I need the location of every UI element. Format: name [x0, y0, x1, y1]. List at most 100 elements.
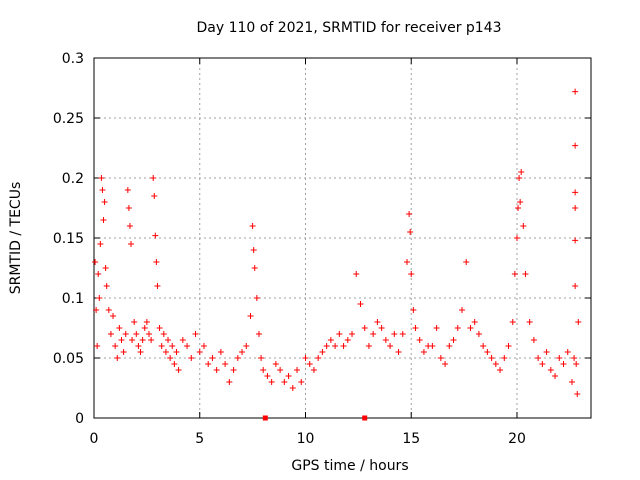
data-point: [100, 217, 107, 223]
y-tick-label: 0.1: [62, 291, 84, 307]
data-point: [513, 235, 520, 241]
x-tick-label: 10: [297, 431, 315, 447]
data-point: [128, 241, 135, 247]
data-point: [200, 343, 207, 349]
data-point: [209, 355, 216, 361]
data-point: [277, 367, 284, 373]
data-point: [484, 349, 491, 355]
data-point: [344, 337, 351, 343]
data-point: [572, 88, 579, 95]
data-point: [319, 349, 326, 355]
data-point: [158, 343, 165, 349]
data-point: [543, 349, 550, 355]
data-point: [573, 361, 580, 367]
data-point: [129, 337, 136, 343]
data-point: [572, 142, 579, 149]
data-point: [250, 247, 257, 253]
data-point: [213, 367, 220, 373]
data-point: [137, 349, 144, 355]
data-point: [196, 349, 203, 355]
data-point: [99, 187, 106, 193]
data-point: [98, 175, 105, 181]
y-tick-label: 0.25: [53, 111, 84, 127]
data-point: [120, 349, 127, 355]
data-point: [572, 237, 579, 244]
data-point: [420, 349, 427, 355]
data-point: [517, 199, 524, 205]
data-point: [568, 379, 575, 385]
data-point: [454, 325, 461, 331]
data-point: [572, 189, 579, 196]
data-point: [217, 349, 224, 355]
data-point: [258, 355, 265, 361]
data-point: [357, 301, 364, 307]
data-point: [112, 343, 119, 349]
data-point: [539, 361, 546, 367]
data-point: [488, 355, 495, 361]
data-point: [399, 331, 406, 337]
y-tick-label: 0.3: [62, 51, 84, 67]
y-tick-label: 0.2: [62, 171, 84, 187]
data-point: [192, 331, 199, 337]
data-point: [374, 319, 381, 325]
data-point: [395, 349, 402, 355]
data-point: [526, 319, 533, 325]
data-point: [378, 325, 385, 331]
data-point: [302, 355, 309, 361]
data-point: [126, 223, 133, 229]
data-point: [116, 325, 123, 331]
data-point: [239, 349, 246, 355]
data-point: [97, 241, 104, 247]
data-point: [340, 343, 347, 349]
y-tick-label: 0.05: [53, 351, 84, 367]
data-point: [516, 175, 523, 181]
data-point: [353, 271, 360, 277]
data-point: [327, 337, 334, 343]
data-point: [467, 325, 474, 331]
data-point: [406, 211, 413, 217]
data-point: [135, 343, 142, 349]
data-point: [530, 337, 537, 343]
data-point: [387, 343, 394, 349]
data-point: [289, 385, 296, 391]
data-point: [154, 283, 161, 289]
x-tick-label: 5: [195, 431, 204, 447]
data-point: [175, 367, 182, 373]
data-point: [572, 283, 579, 289]
data-point: [505, 343, 512, 349]
data-point: [160, 331, 167, 337]
data-point: [571, 355, 578, 361]
data-point: [167, 355, 174, 361]
y-axis-label: SRMTID / TECUs: [8, 182, 24, 295]
data-point: [552, 373, 559, 379]
data-point: [151, 193, 158, 199]
data-point: [492, 361, 499, 367]
data-point: [416, 337, 423, 343]
data-point: [572, 205, 579, 211]
data-point: [122, 331, 129, 337]
data-point: [247, 313, 254, 319]
data-point: [152, 232, 159, 239]
data-point: [518, 169, 525, 175]
data-point: [450, 337, 457, 343]
bottom-marker: [262, 415, 268, 421]
data-point: [102, 265, 109, 271]
data-point: [547, 367, 554, 373]
data-point: [243, 343, 250, 349]
data-point: [323, 343, 330, 349]
data-point: [272, 361, 279, 367]
data-point: [105, 307, 112, 313]
data-point: [361, 325, 368, 331]
data-point: [574, 391, 581, 397]
data-point: [173, 349, 180, 355]
data-point: [131, 319, 138, 325]
data-point: [268, 379, 275, 385]
data-point: [336, 331, 343, 337]
data-point: [408, 271, 415, 277]
data-point: [298, 379, 305, 385]
data-point: [141, 325, 148, 331]
data-point: [92, 259, 99, 265]
data-point: [332, 343, 339, 349]
data-point: [169, 343, 176, 349]
data-point: [101, 199, 108, 205]
